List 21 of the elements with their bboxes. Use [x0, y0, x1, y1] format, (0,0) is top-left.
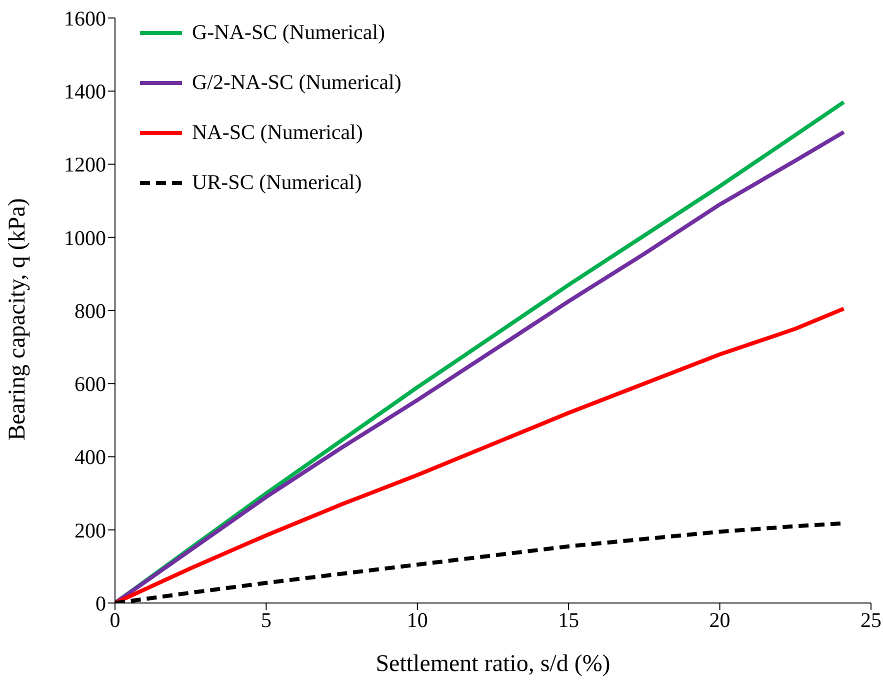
- y-tick-label: 1200: [64, 152, 106, 177]
- y-tick-label: 1000: [64, 226, 106, 250]
- x-tick-label: 25: [860, 608, 882, 632]
- y-tick-label: 600: [74, 372, 106, 396]
- x-tick-label: 5: [260, 608, 272, 632]
- y-tick-label: 200: [74, 518, 106, 542]
- x-tick-label: 20: [709, 608, 730, 632]
- x-tick-label: 15: [558, 608, 580, 632]
- legend-label: NA-SC (Numerical): [192, 120, 363, 145]
- legend-label: G-NA-SC (Numerical): [192, 20, 386, 45]
- y-tick-label: 400: [74, 445, 106, 470]
- line-series: [115, 306, 846, 603]
- legend-label: UR-SC (Numerical): [192, 170, 362, 195]
- legend-label: G/2-NA-SC (Numerical): [192, 70, 402, 95]
- y-tick-label: 800: [74, 298, 106, 323]
- y-tick-label: 1400: [64, 80, 106, 104]
- x-axis-title: Settlement ratio, s/d (%): [376, 651, 610, 677]
- y-tick-label: 0: [96, 591, 106, 616]
- y-axis-title: Bearing capacity, q (kPa): [4, 198, 31, 440]
- x-tick-label: 10: [406, 608, 428, 632]
- y-tick-label: 1600: [64, 6, 106, 30]
